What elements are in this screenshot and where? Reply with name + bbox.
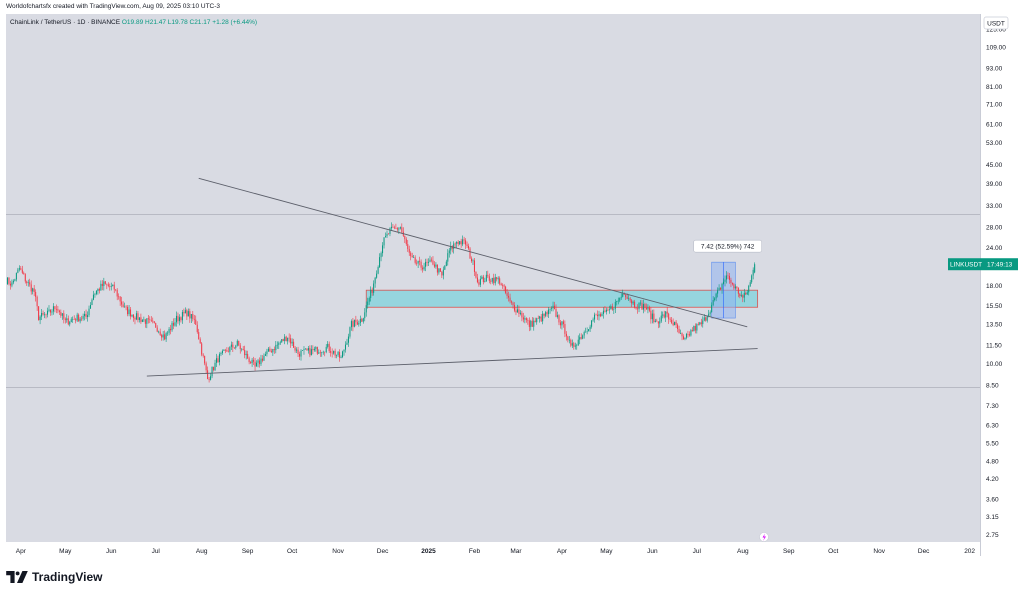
price-axis[interactable] xyxy=(980,14,1019,556)
ohlc-high: H21.47 xyxy=(145,19,166,26)
time-axis[interactable] xyxy=(6,542,980,556)
brand-name: TradingView xyxy=(32,570,103,584)
snapshot-attribution: Worldofchartsfx created with TradingView… xyxy=(6,3,221,10)
tradingview-logo: TradingView xyxy=(6,570,102,584)
symbol-name: ChainLink / TetherUS · 1D · BINANCE xyxy=(10,19,121,26)
chart-pane[interactable] xyxy=(6,14,980,556)
tradingview-logo-icon xyxy=(6,571,28,583)
ohlc-low: L19.78 xyxy=(167,19,188,26)
ohlc-close: C21.17 xyxy=(189,19,211,26)
ohlc-open: O19.89 xyxy=(121,19,144,26)
symbol-legend[interactable]: ChainLink / TetherUS · 1D · BINANCE O19.… xyxy=(10,19,257,26)
ohlc-change: +1.28 (+6.44%) xyxy=(212,19,258,26)
